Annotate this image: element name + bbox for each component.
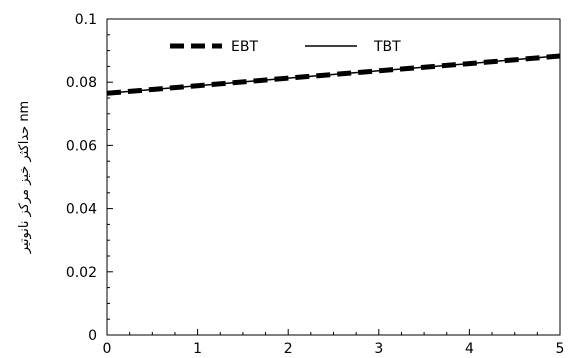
y-axis-title: حداکثر خیز مرکز نانوتیر nm bbox=[17, 101, 32, 254]
y-tick-label: 0.02 bbox=[66, 265, 97, 281]
plot-frame bbox=[106, 18, 561, 336]
x-axis-tick-labels: 0 1 2 3 4 5 bbox=[103, 341, 565, 357]
legend-ebt-label: EBT bbox=[231, 39, 258, 55]
y-axis-tick-labels: 0 0.02 0.04 0.06 0.08 0.1 bbox=[66, 12, 97, 344]
y-tick-label: 0.1 bbox=[75, 12, 97, 28]
x-tick-label: 5 bbox=[556, 341, 565, 357]
y-tick-label: 0.08 bbox=[66, 75, 97, 91]
series-lines bbox=[106, 53, 561, 96]
x-tick-label: 1 bbox=[193, 341, 202, 357]
x-tick-label: 2 bbox=[284, 341, 293, 357]
x-tick-label: 0 bbox=[103, 341, 112, 357]
legend: EBT TBT bbox=[170, 39, 401, 55]
x-axis-ticks bbox=[106, 329, 561, 335]
legend-tbt-label: TBT bbox=[373, 39, 401, 55]
y-axis-ticks bbox=[107, 18, 113, 336]
x-tick-label: 4 bbox=[465, 341, 474, 357]
y-tick-label: 0 bbox=[88, 328, 97, 344]
series-tbt-line bbox=[106, 54, 561, 95]
x-tick-label: 3 bbox=[374, 341, 383, 357]
y-tick-label: 0.04 bbox=[66, 202, 97, 218]
y-tick-label: 0.06 bbox=[66, 138, 97, 154]
